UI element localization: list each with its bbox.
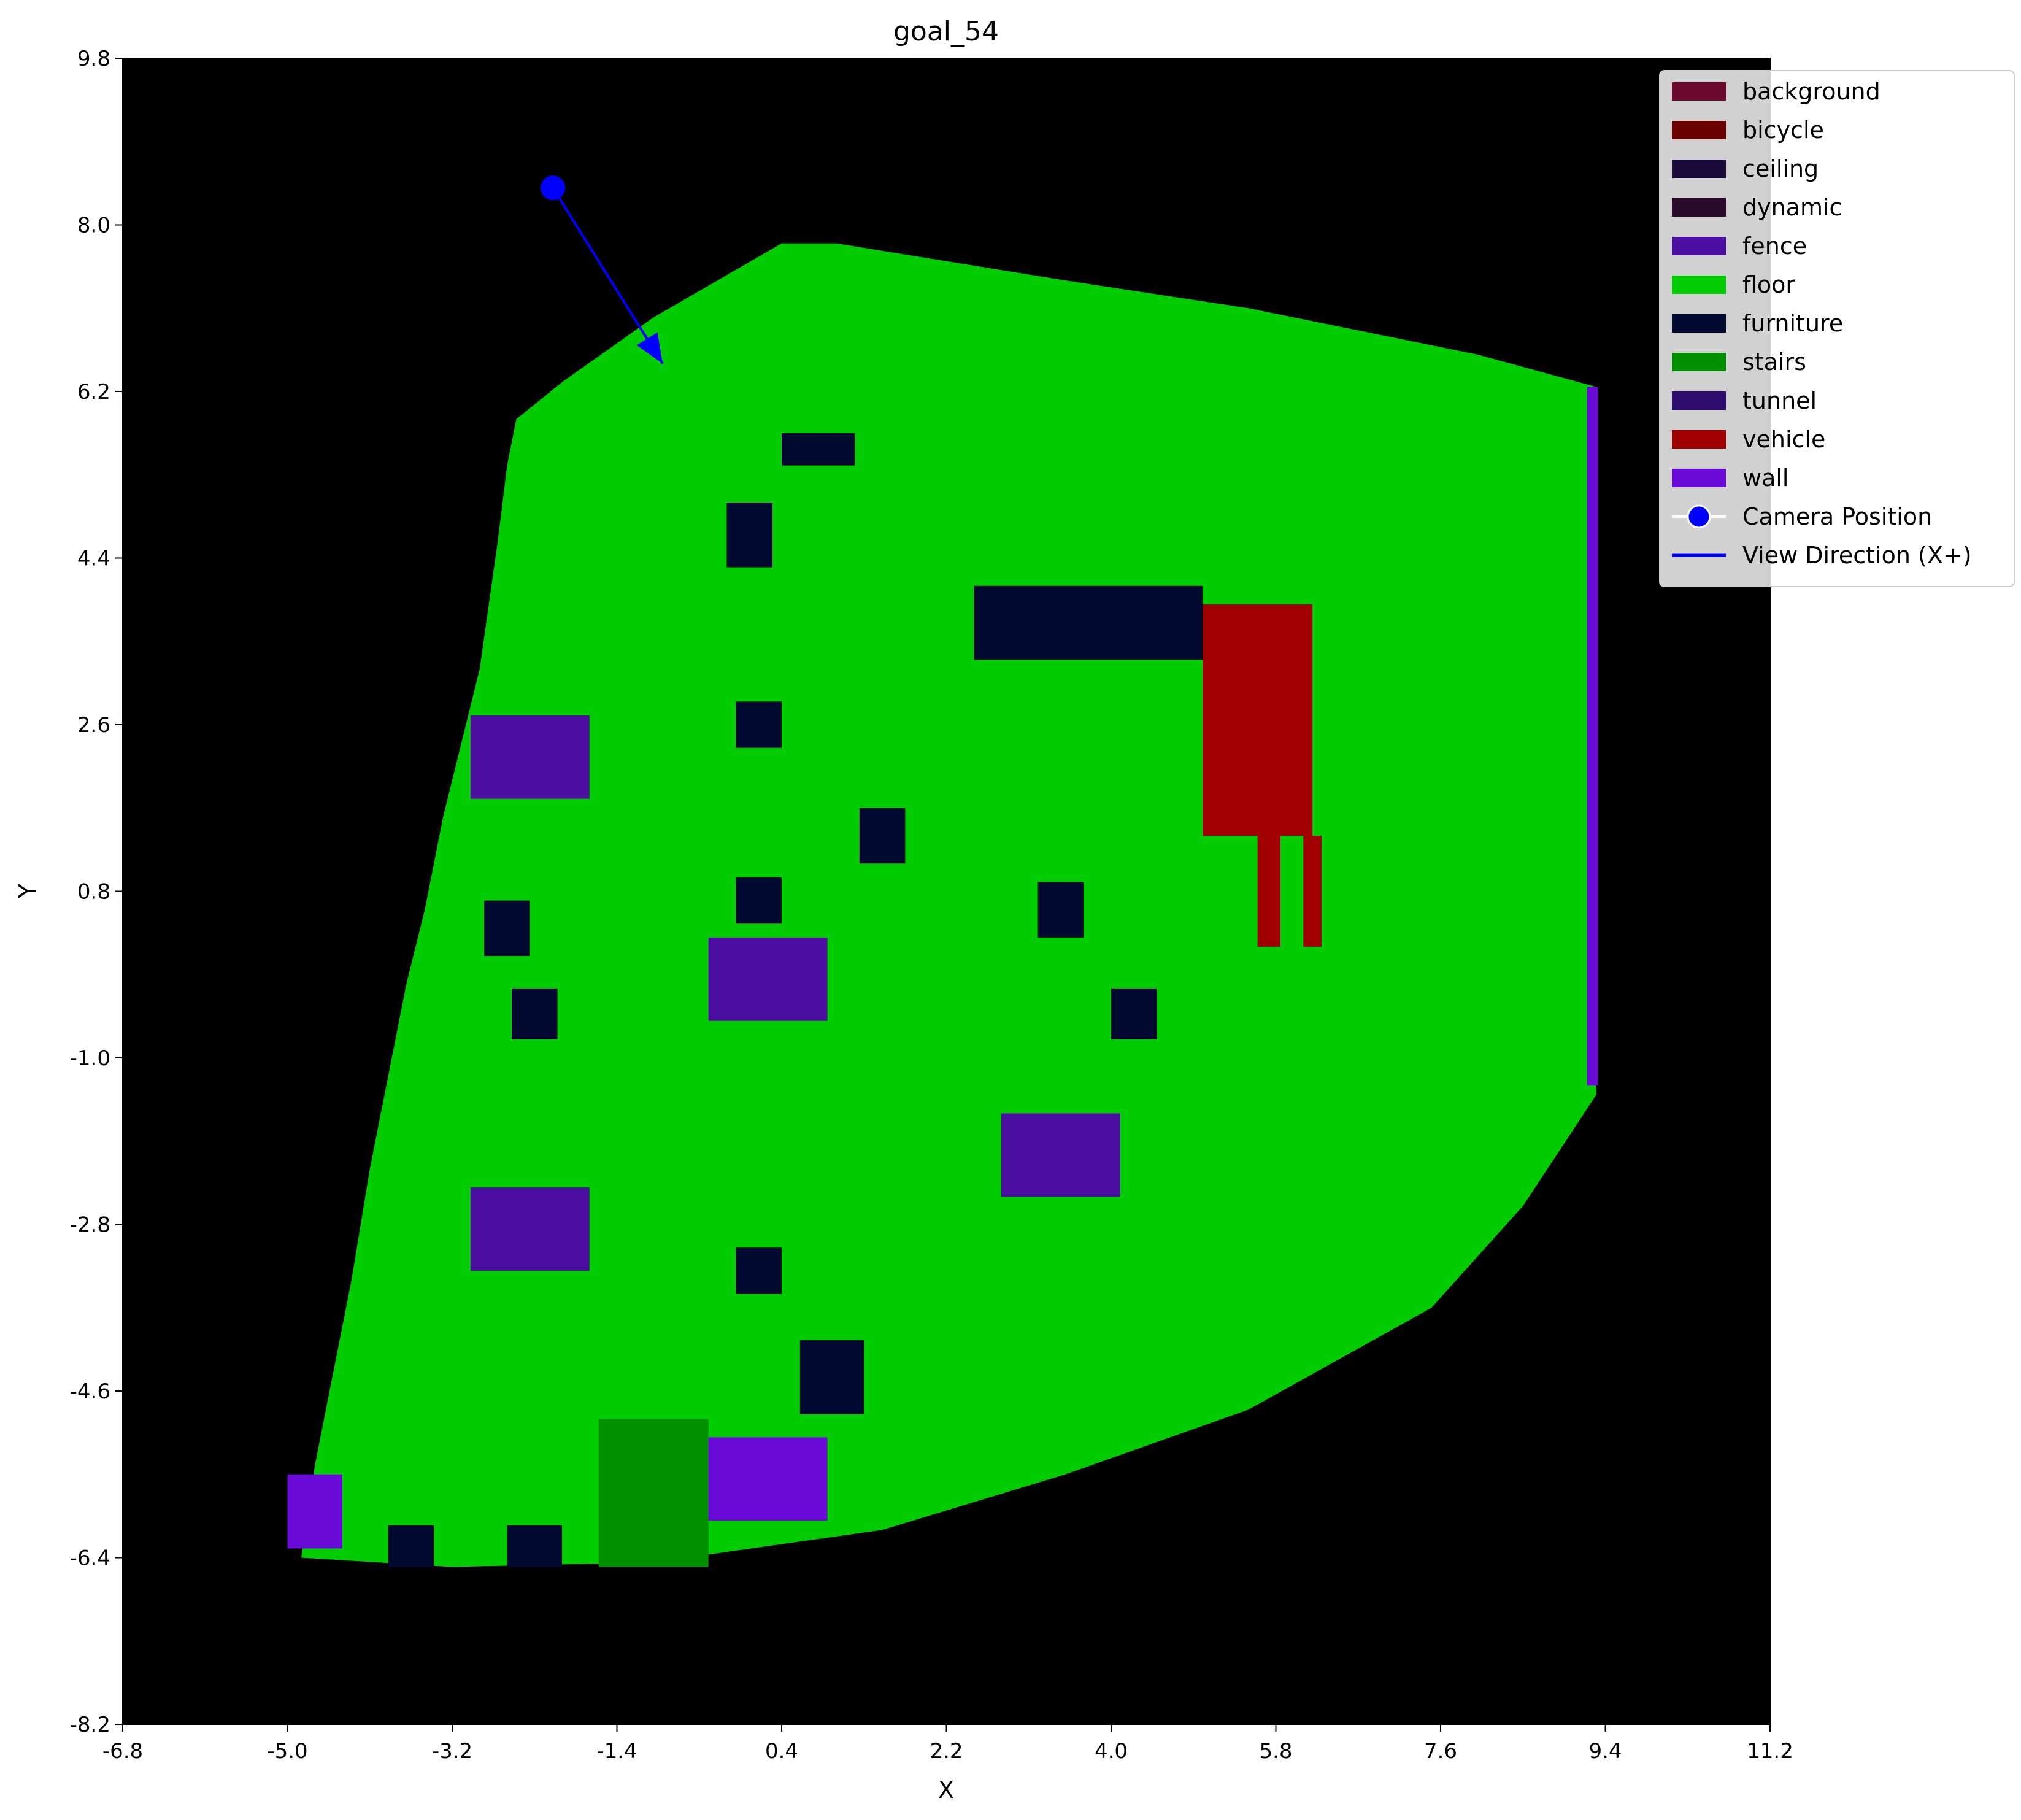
y-tick-label: -8.2 bbox=[70, 1713, 110, 1737]
x-tick-label: 11.2 bbox=[1747, 1739, 1793, 1764]
legend-swatch bbox=[1672, 237, 1726, 255]
x-tick-label: -1.4 bbox=[596, 1739, 637, 1764]
x-tick-label: -5.0 bbox=[267, 1739, 307, 1764]
stairs-region bbox=[598, 1419, 709, 1567]
legend-label: stairs bbox=[1742, 349, 1806, 376]
y-tick-label: 8.0 bbox=[77, 214, 110, 238]
furniture-region bbox=[1111, 988, 1157, 1039]
x-axis-ticks: -6.8 -5.0 -3.2 -1.4 0.4 2.2 4.0 5.8 7.6 9.4 11.2 bbox=[102, 1724, 1793, 1764]
furniture-region bbox=[859, 808, 906, 864]
furniture-region bbox=[736, 877, 782, 924]
furniture-region bbox=[507, 1525, 562, 1567]
x-tick-label: 5.8 bbox=[1259, 1739, 1292, 1764]
legend-box bbox=[1659, 70, 2015, 587]
legend-swatch bbox=[1672, 353, 1726, 371]
camera-position-marker bbox=[541, 175, 566, 201]
floor-region bbox=[301, 243, 1596, 1567]
furniture-region bbox=[484, 900, 530, 957]
legend-label: tunnel bbox=[1742, 387, 1817, 414]
fence-region bbox=[470, 1187, 590, 1271]
furniture-region bbox=[511, 988, 558, 1039]
fence-region bbox=[1001, 1113, 1120, 1197]
furniture-region bbox=[726, 503, 773, 568]
wall-region bbox=[708, 1437, 828, 1521]
legend-label: background bbox=[1742, 78, 1880, 105]
legend-label: vehicle bbox=[1742, 426, 1825, 453]
legend-swatch bbox=[1672, 469, 1726, 487]
vehicle-region bbox=[1303, 836, 1322, 947]
view-direction-arrowhead bbox=[636, 332, 663, 364]
furniture-region bbox=[736, 701, 782, 748]
x-tick-label: 2.2 bbox=[930, 1739, 963, 1764]
view-direction-line bbox=[552, 187, 664, 364]
legend-swatch bbox=[1672, 82, 1726, 101]
x-tick-label: 4.0 bbox=[1095, 1739, 1128, 1764]
legend-label: ceiling bbox=[1742, 155, 1819, 182]
legend-marker bbox=[1687, 504, 1711, 529]
furniture-region bbox=[974, 585, 1203, 660]
vehicle-region bbox=[1203, 604, 1313, 836]
legend-swatch bbox=[1672, 160, 1726, 178]
legend-label: wall bbox=[1742, 465, 1788, 492]
x-tick-label: 9.4 bbox=[1588, 1739, 1622, 1764]
y-tick-label: 9.8 bbox=[77, 47, 110, 71]
y-tick-label: -6.4 bbox=[70, 1546, 110, 1571]
camera-layer bbox=[541, 175, 664, 364]
x-tick-label: -3.2 bbox=[432, 1739, 472, 1764]
x-tick-label: -6.8 bbox=[102, 1739, 143, 1764]
legend-label: dynamic bbox=[1742, 194, 1842, 221]
legend-swatch bbox=[1672, 198, 1726, 217]
legend: background bicycle ceiling dynamic fence floo… bbox=[1659, 70, 2015, 587]
y-tick-label: 0.8 bbox=[77, 880, 110, 904]
legend-swatch bbox=[1672, 314, 1726, 333]
x-tick-label: 0.4 bbox=[765, 1739, 798, 1764]
legend-label: furniture bbox=[1742, 310, 1843, 337]
y-tick-label: -1.0 bbox=[70, 1046, 110, 1071]
legend-label: Camera Position bbox=[1742, 503, 1932, 530]
furniture-region bbox=[799, 1340, 864, 1414]
wall-region bbox=[1587, 387, 1598, 1086]
x-axis-label: X bbox=[938, 1776, 954, 1803]
map-layer bbox=[287, 243, 1598, 1567]
legend-swatch bbox=[1672, 121, 1726, 139]
fence-region bbox=[708, 937, 828, 1021]
y-tick-label: 4.4 bbox=[77, 547, 110, 571]
y-tick-label: 6.2 bbox=[77, 380, 110, 404]
legend-swatch bbox=[1672, 276, 1726, 294]
furniture-region bbox=[736, 1247, 782, 1294]
y-axis-label: Y bbox=[14, 884, 41, 899]
legend-label: floor bbox=[1742, 271, 1795, 298]
y-tick-label: 2.6 bbox=[77, 713, 110, 738]
legend-swatch bbox=[1672, 391, 1726, 410]
legend-label: bicycle bbox=[1742, 117, 1824, 144]
fence-region bbox=[470, 715, 590, 799]
y-axis-ticks: 9.8 8.0 6.2 4.4 2.6 0.8 -1.0 -2.8 -4.6 -6.4 -8.2 bbox=[70, 47, 123, 1737]
x-tick-label: 7.6 bbox=[1424, 1739, 1457, 1764]
furniture-region bbox=[388, 1525, 434, 1567]
legend-swatch bbox=[1672, 430, 1726, 449]
furniture-region bbox=[1037, 882, 1084, 938]
furniture-region bbox=[782, 433, 855, 466]
legend-label: View Direction (X+) bbox=[1742, 542, 1972, 569]
legend-label: fence bbox=[1742, 233, 1807, 260]
wall-region bbox=[287, 1474, 342, 1549]
vehicle-region bbox=[1257, 836, 1280, 947]
chart-title: goal_54 bbox=[893, 16, 999, 47]
y-tick-label: -2.8 bbox=[70, 1213, 110, 1238]
y-tick-label: -4.6 bbox=[70, 1379, 110, 1404]
